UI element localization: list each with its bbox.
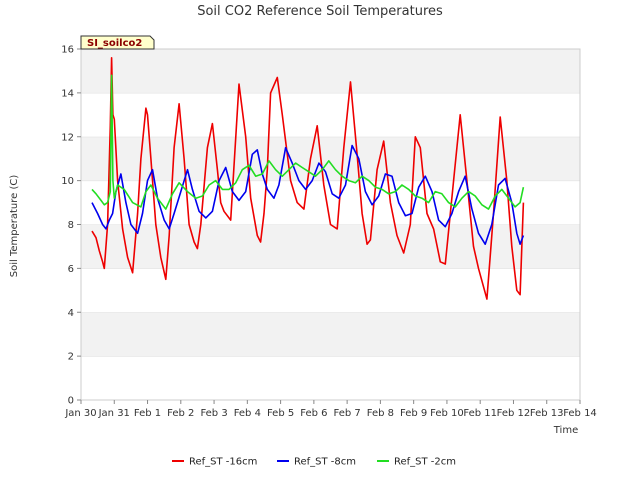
x-tick-label: Feb 2 xyxy=(167,408,194,419)
legend-label-0: Ref_ST -16cm xyxy=(189,457,257,468)
x-tick-label: Feb 4 xyxy=(234,408,261,419)
x-tick-label: Feb 1 xyxy=(134,408,161,419)
y-axis: 0 2 4 6 8 10 12 14 16 xyxy=(61,45,81,407)
x-tick-label: Jan 30 xyxy=(64,408,96,419)
x-axis-label: Time xyxy=(553,425,578,436)
site-label: SI_soilco2 xyxy=(87,38,142,49)
y-axis-label: Soil Temperature (C) xyxy=(9,175,20,278)
grid-band xyxy=(81,224,580,269)
x-tick-label: Feb 6 xyxy=(300,408,327,419)
series-line-2 xyxy=(91,74,525,210)
grid-band xyxy=(81,356,580,400)
x-tick-label: Feb 7 xyxy=(334,408,361,419)
y-tick-label: 16 xyxy=(61,45,74,56)
site-label-box: SI_soilco2 xyxy=(80,35,155,50)
series-line-1 xyxy=(91,144,525,245)
x-tick-label: Feb 12 xyxy=(497,408,531,419)
grid-band xyxy=(81,268,580,313)
x-axis: Jan 30 Jan 31 Feb 1 Feb 2 Feb 3 Feb 4 Feb 5 Feb… xyxy=(64,400,597,419)
y-tick-label: 8 xyxy=(68,220,74,231)
x-tick-label: Feb 13 xyxy=(530,408,564,419)
legend: Ref_ST -16cm Ref_ST -8cm Ref_ST -2cm xyxy=(172,457,456,468)
grid-band xyxy=(81,49,580,93)
y-tick-label: 10 xyxy=(61,176,74,187)
x-tick-label: Feb 8 xyxy=(367,408,394,419)
legend-label-1: Ref_ST -8cm xyxy=(294,457,356,468)
x-tick-label: Feb 9 xyxy=(400,408,427,419)
y-tick-label: 12 xyxy=(61,132,74,143)
y-tick-label: 2 xyxy=(68,352,74,363)
grid-band xyxy=(81,92,580,137)
y-tick-label: 6 xyxy=(68,264,74,275)
x-tick-label: Feb 14 xyxy=(563,408,597,419)
series-lines xyxy=(91,56,525,300)
y-tick-label: 0 xyxy=(68,396,74,407)
x-tick-label: Feb 11 xyxy=(463,408,497,419)
grid-band xyxy=(81,312,580,357)
y-tick-label: 4 xyxy=(68,308,74,319)
x-tick-label: Jan 31 xyxy=(98,408,130,419)
x-tick-label: Feb 5 xyxy=(267,408,294,419)
series-line-0 xyxy=(91,56,525,300)
y-tick-label: 14 xyxy=(61,88,74,99)
x-tick-label: Feb 3 xyxy=(200,408,227,419)
x-tick-label: Feb 10 xyxy=(430,408,464,419)
chart-title: Soil CO2 Reference Soil Temperatures xyxy=(197,4,443,19)
legend-label-2: Ref_ST -2cm xyxy=(394,457,456,468)
